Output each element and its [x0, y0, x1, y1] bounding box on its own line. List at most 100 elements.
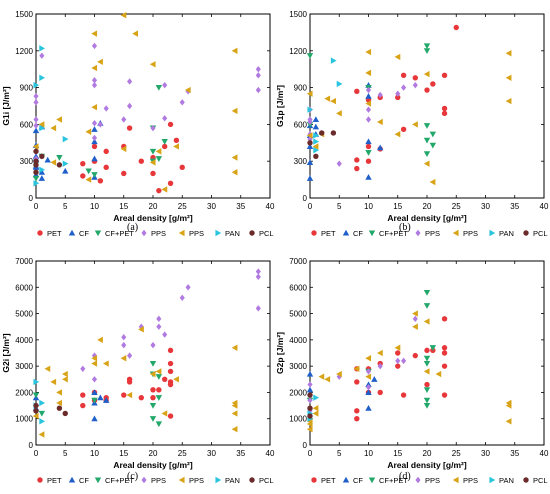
data-point	[103, 148, 109, 155]
data-point	[44, 365, 51, 372]
data-point	[231, 399, 238, 407]
data-point	[307, 140, 313, 146]
data-point	[412, 315, 418, 323]
data-point	[307, 397, 313, 404]
data-point	[127, 78, 133, 85]
data-point	[56, 116, 62, 123]
data-point	[429, 142, 437, 149]
data-point	[423, 123, 431, 129]
legend-marker	[489, 229, 496, 237]
data-point	[103, 164, 109, 171]
data-point	[354, 416, 360, 422]
data-point	[39, 45, 46, 52]
data-point	[97, 58, 103, 66]
data-point	[39, 418, 46, 425]
data-point	[97, 121, 103, 128]
data-point	[365, 69, 372, 77]
data-point	[184, 86, 191, 94]
plot-frame	[309, 13, 545, 199]
data-point	[33, 116, 39, 123]
data-point	[312, 405, 319, 412]
data-point	[91, 77, 98, 84]
data-point	[412, 323, 418, 330]
series-cf-pet	[306, 289, 437, 409]
data-point	[56, 405, 63, 411]
x-tick-label: 25	[178, 202, 187, 211]
data-point	[91, 415, 98, 422]
data-point	[38, 410, 46, 417]
legend-marker	[342, 476, 350, 483]
y-tick-label: 2000	[15, 388, 33, 397]
data-point	[365, 92, 372, 99]
data-point	[38, 431, 45, 438]
data-point	[126, 379, 133, 385]
data-point	[91, 360, 98, 367]
data-point	[441, 363, 448, 369]
data-point	[33, 122, 39, 129]
series-pps	[306, 48, 512, 186]
data-point	[231, 426, 238, 433]
data-point	[85, 168, 92, 175]
data-point	[423, 397, 431, 404]
data-point	[429, 345, 437, 351]
chart-panel-4: 0 5 10 15 20 25 30 35 40 0 1000 2000 3000 4000 5000 600…	[275, 257, 549, 485]
y-tick-label: 900	[294, 84, 308, 93]
y-tick-label: 1200	[289, 47, 307, 56]
y-tick-label: 1200	[15, 47, 33, 56]
data-point	[423, 303, 431, 309]
data-point	[505, 74, 512, 81]
data-point	[365, 48, 372, 56]
data-point	[395, 357, 401, 365]
y-axis-label: G2p [J/m²]	[275, 332, 285, 374]
data-point	[161, 410, 168, 417]
data-point	[423, 43, 431, 50]
data-point	[38, 121, 45, 128]
legend-label: PPS	[463, 476, 478, 485]
data-point	[365, 143, 372, 150]
series-pet	[80, 347, 174, 419]
x-tick-label: 20	[423, 449, 432, 458]
data-point	[401, 357, 407, 365]
x-tick-label: 35	[510, 449, 519, 458]
data-point	[313, 138, 320, 145]
data-point	[365, 405, 372, 411]
data-point	[121, 170, 127, 177]
x-axis-label: Areal density [g/m²]	[113, 460, 193, 470]
data-point	[91, 143, 98, 150]
data-point	[307, 381, 313, 388]
data-point	[149, 159, 156, 166]
legend-label: PET	[321, 229, 336, 238]
y-tick-label: 0	[29, 441, 34, 450]
series-pps	[32, 12, 238, 193]
data-point	[505, 50, 512, 57]
data-point	[97, 178, 104, 184]
legend-label: CF+PET	[379, 229, 408, 238]
data-point	[103, 397, 110, 403]
data-point	[156, 315, 162, 323]
data-point	[91, 126, 98, 132]
data-point	[354, 408, 360, 414]
data-point	[412, 352, 418, 359]
data-point	[149, 403, 157, 409]
series-pps	[307, 81, 418, 167]
x-tick-label: 10	[364, 449, 373, 458]
data-point	[62, 370, 68, 378]
data-point	[319, 130, 325, 136]
data-point	[85, 176, 92, 183]
x-tick-label: 30	[207, 202, 216, 211]
data-point	[231, 169, 238, 176]
data-point	[412, 75, 418, 81]
series-pps	[307, 315, 418, 415]
data-point	[365, 138, 372, 145]
data-point	[155, 395, 163, 401]
data-point	[306, 175, 314, 181]
data-point	[179, 294, 185, 301]
x-tick-label: 15	[119, 449, 128, 458]
data-point	[453, 24, 459, 31]
y-tick-label: 600	[294, 120, 308, 129]
data-point	[155, 421, 163, 428]
data-point	[32, 127, 40, 134]
y-tick-label: 2000	[289, 388, 307, 397]
data-point	[91, 134, 98, 142]
x-tick-label: 10	[90, 449, 99, 458]
